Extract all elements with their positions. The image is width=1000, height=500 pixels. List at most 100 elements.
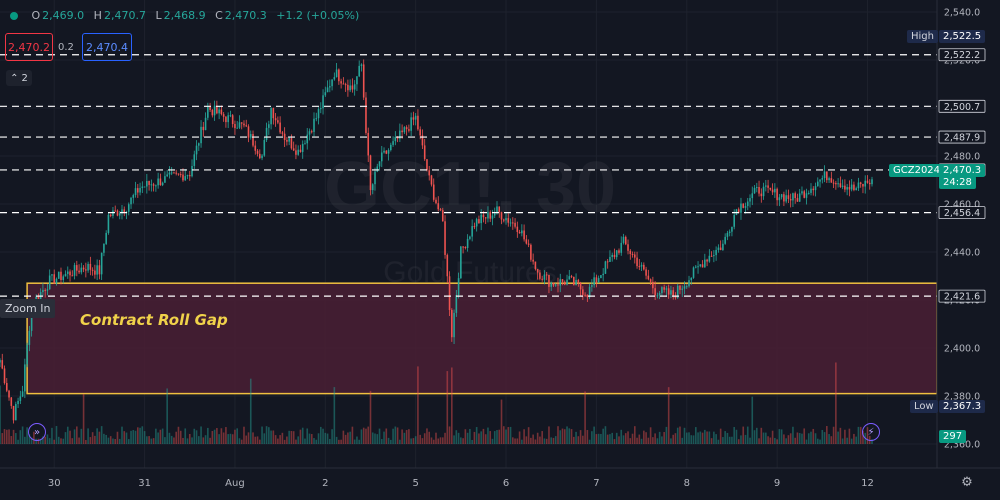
volume-bar [62, 438, 65, 444]
candle-body [611, 254, 614, 257]
candle-body [48, 275, 51, 290]
candle-body [258, 153, 261, 159]
candle-body [28, 330, 31, 345]
candle-body [792, 193, 794, 201]
volume-bar [570, 429, 573, 444]
volume-bar [159, 429, 162, 444]
candle-body [123, 209, 126, 213]
candle-body [769, 187, 772, 190]
candle-body [597, 278, 600, 283]
candle-body [155, 185, 157, 187]
market-status-icon [10, 12, 18, 20]
volume-bar [35, 438, 37, 444]
change-value: +1.2 (+0.05%) [276, 9, 360, 22]
volume-bar [573, 436, 575, 444]
volume-bar [848, 428, 851, 444]
level-label-box [938, 48, 986, 62]
watermark-symbol: GC1!, 30 [324, 148, 616, 228]
go-to-start-button[interactable]: » [28, 423, 46, 441]
volume-bar [832, 426, 835, 444]
candle-body [830, 178, 833, 183]
candle-body [848, 187, 851, 190]
candle-body [496, 206, 498, 214]
volume-bar [658, 431, 661, 444]
lightning-button[interactable]: ⚡ [862, 423, 880, 441]
candle-body [643, 264, 645, 270]
volume-bar [837, 431, 839, 444]
volume-bar [46, 434, 49, 444]
candle-body [480, 214, 482, 224]
buy-button[interactable]: 2,470.4 [82, 33, 132, 61]
candle-body [715, 249, 717, 256]
volume-bar [701, 432, 704, 444]
candle-body [774, 188, 776, 193]
candle-body [441, 210, 444, 222]
volume-bar [731, 436, 733, 444]
volume-bar [218, 434, 220, 444]
lightning-icon: ⚡ [867, 426, 875, 438]
candle-body [288, 138, 290, 142]
volume-bar [561, 428, 564, 444]
candle-body [270, 108, 272, 125]
candle-body [552, 282, 555, 286]
candle-body [118, 213, 121, 216]
candle-body [362, 64, 365, 98]
candle-body [10, 397, 13, 406]
candle-body [426, 159, 428, 171]
volume-bar [785, 438, 787, 444]
candle-body [44, 289, 46, 291]
volume-bar [258, 439, 261, 444]
candle-body [864, 180, 867, 187]
candle-body [191, 165, 193, 177]
volume-bar [600, 433, 602, 444]
collapse-indicators-button[interactable]: ⌃ 2 [6, 70, 32, 86]
candle-body [789, 198, 792, 201]
zoom-in-tooltip[interactable]: Zoom In [0, 299, 56, 318]
candle-body [521, 230, 523, 234]
level-label-box [938, 99, 986, 113]
volume-bar [53, 439, 56, 444]
candle-body [229, 115, 232, 117]
volume-bar [270, 430, 272, 444]
volume-bar [1, 433, 4, 444]
volume-bar [216, 428, 218, 444]
volume-bar [498, 429, 501, 444]
volume-bar [740, 435, 742, 444]
volume-bar [708, 431, 711, 444]
volume-bar [787, 435, 790, 444]
volume-bar [480, 431, 482, 444]
volume-bar [28, 434, 31, 444]
candle-body [814, 186, 817, 191]
volume-bar [636, 437, 638, 444]
candle-body [399, 130, 401, 139]
volume-bar [665, 426, 668, 444]
candle-body [60, 271, 62, 281]
candle-body [338, 69, 340, 82]
candle-body [141, 186, 144, 188]
candle-body [182, 174, 184, 181]
candle-body [365, 97, 367, 133]
volume-bar [810, 431, 812, 444]
time-tick-label: 31 [138, 478, 151, 489]
volume-bar [597, 433, 600, 444]
gear-icon[interactable]: ⚙ [961, 475, 973, 490]
volume-bar [310, 434, 313, 444]
candle-body [252, 134, 254, 146]
candle-body [631, 253, 634, 255]
level-label: 2,500.7 [944, 102, 980, 113]
candle-body [161, 182, 164, 186]
volume-bar [132, 430, 135, 444]
candle-body [387, 150, 390, 154]
candle-body [767, 185, 769, 188]
sell-button[interactable]: 2,470.2 [5, 33, 53, 61]
volume-bar [579, 430, 582, 444]
candle-body [742, 203, 745, 208]
candle-body [105, 232, 107, 244]
volume-bar [146, 436, 148, 444]
candle-body [582, 289, 584, 295]
open-value: 2,469.0 [42, 9, 85, 22]
volume-bar [755, 427, 758, 444]
volume-bar [475, 427, 478, 444]
volume-bar [859, 426, 862, 444]
